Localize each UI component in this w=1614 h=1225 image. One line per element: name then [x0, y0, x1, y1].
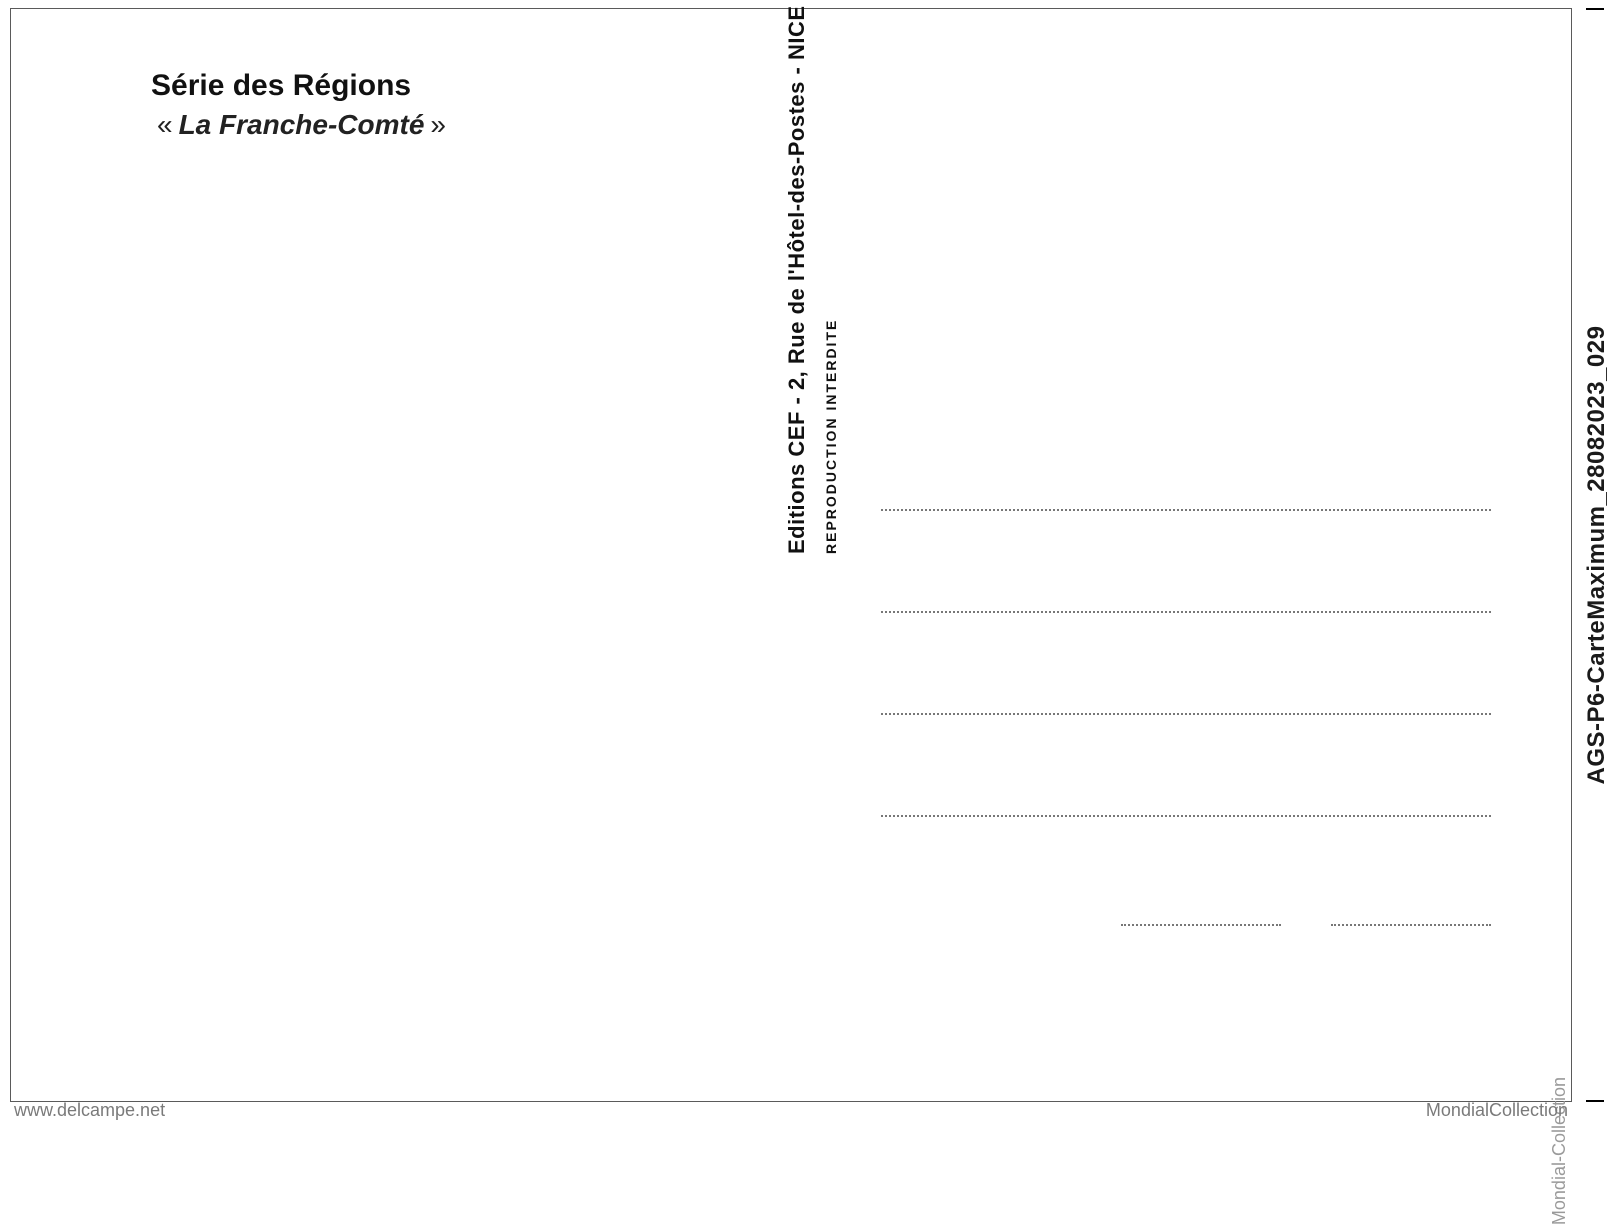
region-title: «La Franche-Comté»: [151, 109, 452, 141]
address-short-1: [1121, 924, 1281, 926]
open-quote: «: [157, 109, 173, 140]
publisher-line: Editions CEF - 2, Rue de l'Hôtel-des-Pos…: [784, 5, 810, 554]
address-line-4: [881, 815, 1491, 817]
strip-tick-bottom: [1586, 1100, 1604, 1102]
watermark-bottom-right: MondialCollection: [1426, 1100, 1568, 1121]
address-line-1: [881, 509, 1491, 511]
strip-tick-top: [1586, 8, 1604, 10]
series-title: Série des Régions: [151, 69, 452, 103]
card-frame: Série des Régions «La Franche-Comté» Edi…: [10, 8, 1572, 1102]
center-divider: Editions CEF - 2, Rue de l'Hôtel-des-Pos…: [797, 219, 857, 889]
address-line-2: [881, 611, 1491, 613]
title-block: Série des Régions «La Franche-Comté»: [151, 69, 452, 141]
region-name: La Franche-Comté: [179, 109, 425, 140]
close-quote: »: [430, 109, 446, 140]
address-lines: [881, 509, 1491, 917]
restriction-line: REPRODUCTION INTERDITE: [823, 319, 839, 554]
address-line-3: [881, 713, 1491, 715]
address-short-2: [1331, 924, 1491, 926]
postcard-back: Série des Régions «La Franche-Comté» Edi…: [0, 0, 1614, 1131]
archive-code: AGS-P6-CarteMaximum_28082023_029: [1583, 326, 1611, 785]
archive-strip: AGS-P6-CarteMaximum_28082023_029: [1580, 8, 1614, 1102]
address-bottom-row: [881, 924, 1491, 926]
watermark-bottom-left: www.delcampe.net: [14, 1100, 165, 1121]
